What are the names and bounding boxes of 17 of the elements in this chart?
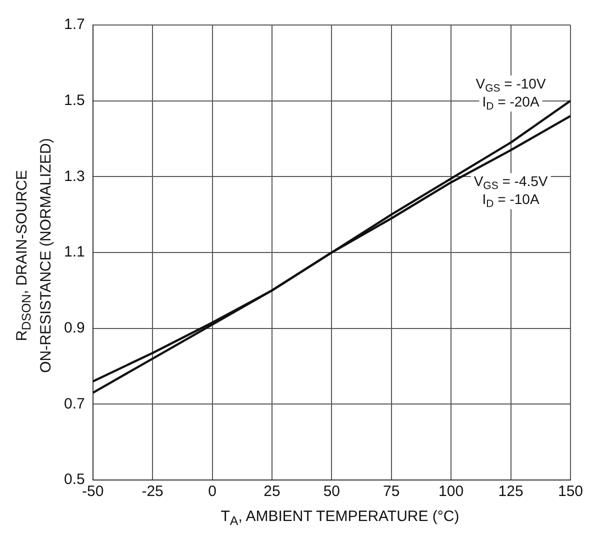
x-tick-label: 0	[208, 483, 216, 500]
y-tick-label: 0.7	[64, 395, 85, 412]
x-tick-label: 100	[438, 483, 464, 500]
y-tick-label: 0.9	[64, 319, 85, 336]
x-tick-label: 50	[323, 483, 340, 500]
y-tick-label: 0.5	[64, 471, 85, 488]
x-tick-label: 75	[383, 483, 400, 500]
x-tick-label: -50	[82, 483, 104, 500]
x-tick-label: 150	[558, 483, 583, 500]
x-axis-title: T$_{A}$, AMBIENT TEMPERATURE (°C)	[220, 508, 460, 528]
y-tick-label: 1.1	[64, 244, 85, 261]
x-tick-label: 25	[264, 483, 280, 500]
x-tick-label: 125	[498, 483, 524, 500]
y-tick-label: 1.5	[64, 92, 85, 109]
x-tick-label: -25	[142, 483, 164, 500]
y-tick-label: 1.3	[64, 168, 85, 185]
y-tick-label: 1.7	[64, 16, 85, 34]
